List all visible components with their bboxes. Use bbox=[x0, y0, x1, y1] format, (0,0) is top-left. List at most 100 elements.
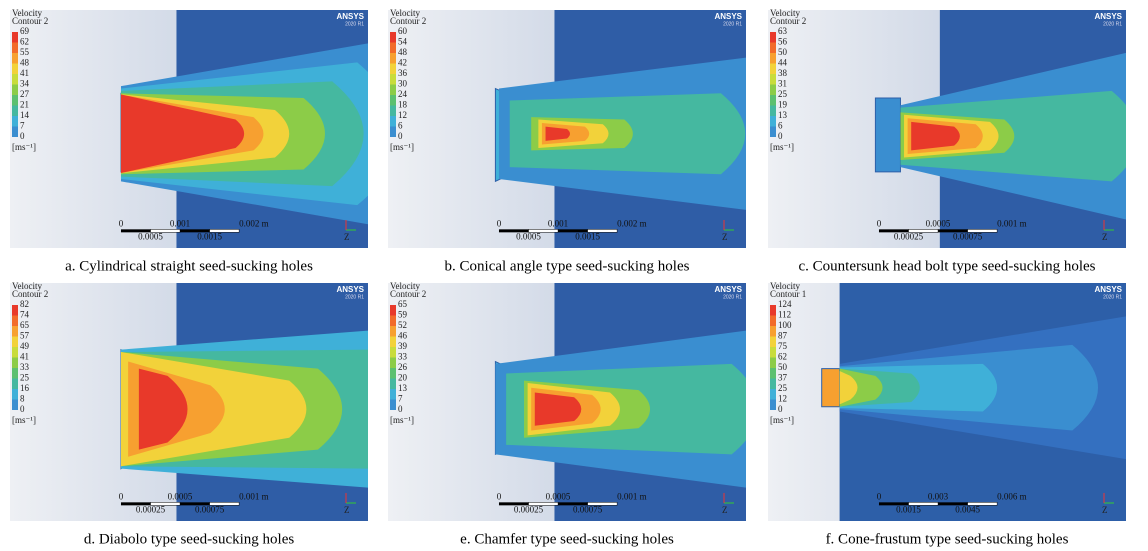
scale-bar-white bbox=[967, 502, 998, 506]
legend-swatch bbox=[390, 42, 396, 53]
legend-level: 87 bbox=[778, 331, 788, 341]
legend-swatch bbox=[770, 368, 776, 379]
triad-label: Z bbox=[722, 232, 728, 242]
triad-label: Z bbox=[344, 505, 350, 515]
legend-level: 63 bbox=[778, 26, 788, 36]
version: 2020 R1 bbox=[723, 21, 742, 27]
legend-level: 41 bbox=[20, 352, 29, 362]
scale-bar-black bbox=[938, 229, 968, 233]
legend-title: Velocity bbox=[770, 8, 800, 18]
legend-swatch bbox=[12, 105, 18, 116]
legend-level: 50 bbox=[778, 362, 788, 372]
legend-swatch bbox=[12, 336, 18, 347]
legend-level: 36 bbox=[398, 68, 408, 78]
scale-label: 0.00075 bbox=[195, 504, 225, 514]
scale-bar-black bbox=[498, 502, 529, 506]
legend-subtitle: Contour 2 bbox=[390, 289, 426, 299]
legend-swatch bbox=[12, 368, 18, 379]
legend-swatch bbox=[12, 32, 18, 43]
legend-level: 56 bbox=[778, 37, 788, 47]
legend-level: 24 bbox=[398, 89, 408, 99]
legend-subtitle: Contour 2 bbox=[12, 16, 48, 26]
legend-swatch bbox=[12, 399, 18, 410]
legend-swatch bbox=[390, 368, 396, 379]
legend-title: Velocity bbox=[12, 281, 42, 291]
velocity-band bbox=[120, 94, 245, 174]
legend-level: 65 bbox=[398, 299, 408, 309]
legend-subtitle: Contour 2 bbox=[770, 16, 806, 26]
legend-level: 0 bbox=[398, 404, 403, 414]
logo: ANSYS bbox=[714, 285, 742, 294]
logo: ANSYS bbox=[336, 285, 364, 294]
legend-level: 30 bbox=[398, 79, 408, 89]
scale-label: 0 bbox=[877, 218, 882, 228]
logo: ANSYS bbox=[336, 12, 364, 21]
triad-label: Z bbox=[344, 232, 350, 242]
legend-unit: [ms⁻¹] bbox=[770, 142, 794, 152]
scale-label: 0.0015 bbox=[575, 231, 600, 241]
legend-swatch bbox=[770, 116, 776, 127]
legend-swatch bbox=[12, 389, 18, 400]
legend-level: 50 bbox=[778, 47, 788, 57]
legend-swatch bbox=[12, 74, 18, 85]
legend-level: 27 bbox=[20, 89, 30, 99]
legend-level: 44 bbox=[778, 58, 788, 68]
scale-label: 0.002 m bbox=[617, 218, 647, 228]
legend-swatch bbox=[12, 357, 18, 368]
legend-level: 0 bbox=[778, 404, 783, 414]
scale-label: 0 bbox=[119, 491, 124, 501]
legend-swatch bbox=[12, 378, 18, 389]
legend-swatch bbox=[770, 305, 776, 316]
legend-level: 6 bbox=[778, 121, 783, 131]
legend-title: Velocity bbox=[390, 8, 420, 18]
logo: ANSYS bbox=[714, 12, 742, 21]
legend-swatch bbox=[770, 74, 776, 85]
scale-bar-white bbox=[209, 502, 240, 506]
legend-level: 74 bbox=[20, 310, 30, 320]
legend-level: 26 bbox=[398, 362, 408, 372]
legend-level: 33 bbox=[20, 362, 30, 372]
inlet bbox=[874, 97, 901, 173]
legend-swatch bbox=[770, 378, 776, 389]
legend-level: 0 bbox=[20, 131, 25, 141]
legend-unit: [ms⁻¹] bbox=[390, 142, 414, 152]
legend-swatch bbox=[770, 105, 776, 116]
scale-label: 0.00075 bbox=[573, 504, 603, 514]
legend-title: Velocity bbox=[770, 281, 800, 291]
scale-label: 0.001 m bbox=[617, 491, 647, 501]
legend-swatch bbox=[390, 126, 396, 137]
contour bbox=[388, 283, 746, 521]
legend-level: 25 bbox=[778, 89, 788, 99]
legend-level: 16 bbox=[20, 383, 30, 393]
legend-level: 31 bbox=[778, 79, 787, 89]
legend-swatch bbox=[770, 326, 776, 337]
contour bbox=[10, 283, 368, 521]
inlet bbox=[821, 368, 841, 408]
scale-bar-white bbox=[908, 229, 939, 233]
legend-swatch bbox=[390, 95, 396, 106]
scale-label: 0 bbox=[877, 491, 882, 501]
scale-bar-black bbox=[558, 229, 588, 233]
scale-label: 0.001 bbox=[548, 218, 568, 228]
legend-level: 39 bbox=[398, 341, 408, 351]
legend-swatch bbox=[770, 32, 776, 43]
scale-label: 0.0015 bbox=[197, 231, 222, 241]
legend-level: 13 bbox=[778, 110, 788, 120]
legend-swatch bbox=[390, 378, 396, 389]
legend-swatch bbox=[770, 389, 776, 400]
legend-title: Velocity bbox=[12, 8, 42, 18]
scale-label: 0.0005 bbox=[546, 491, 571, 501]
legend-level: 0 bbox=[398, 131, 403, 141]
scale-label: 0 bbox=[497, 218, 502, 228]
legend-level: 13 bbox=[398, 383, 408, 393]
scale-bar-black bbox=[878, 229, 909, 233]
legend-unit: [ms⁻¹] bbox=[770, 415, 794, 425]
caption: d. Diabolo type seed-sucking holes bbox=[84, 531, 295, 547]
legend-level: 42 bbox=[398, 58, 407, 68]
version: 2020 R1 bbox=[1103, 294, 1122, 300]
legend-swatch bbox=[12, 63, 18, 74]
version: 2020 R1 bbox=[1103, 21, 1122, 27]
